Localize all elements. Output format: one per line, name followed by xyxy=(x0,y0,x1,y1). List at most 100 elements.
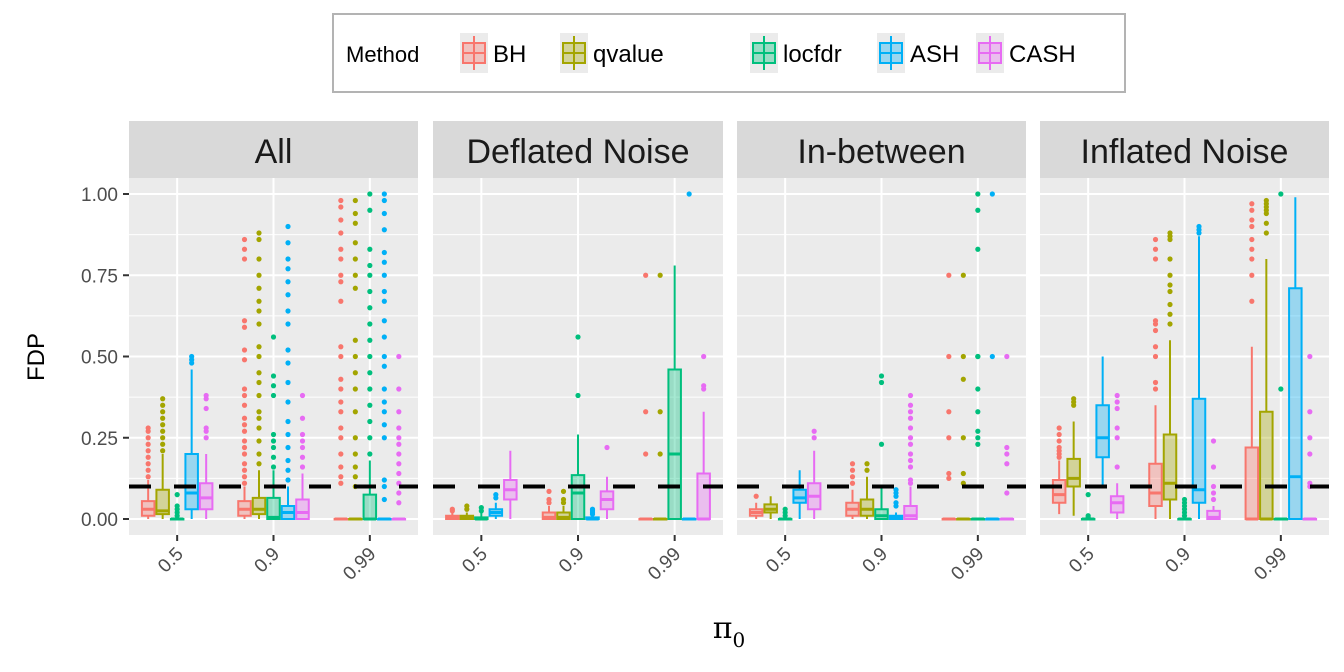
outlier-point xyxy=(241,422,248,428)
outlier-point xyxy=(160,422,166,428)
outlier-point xyxy=(381,386,387,392)
outlier-point xyxy=(285,444,291,451)
legend-label: CASH xyxy=(1009,41,1076,68)
outlier-point xyxy=(907,402,914,408)
outlier-point xyxy=(285,240,291,246)
facet-strip-label: All xyxy=(255,133,293,171)
boxplot-ash xyxy=(888,487,904,520)
outlier-point xyxy=(589,506,596,512)
outlier-point xyxy=(975,191,981,197)
outlier-point xyxy=(241,236,248,243)
outlier-point xyxy=(256,353,262,360)
outlier-point xyxy=(285,379,291,386)
outlier-point xyxy=(1167,272,1173,278)
facet-strip-label: Inflated Noise xyxy=(1081,133,1289,171)
outlier-point xyxy=(975,353,981,360)
outlier-point xyxy=(396,409,402,415)
outlier-point xyxy=(367,337,373,343)
outlier-point xyxy=(256,285,262,291)
outlier-point xyxy=(189,353,195,360)
outlier-point xyxy=(643,409,649,415)
boxplot-qvalue xyxy=(1259,197,1274,521)
outlier-point xyxy=(160,441,166,447)
outlier-point xyxy=(1152,246,1159,252)
outlier-point xyxy=(381,210,387,217)
outlier-point xyxy=(241,402,248,408)
outlier-point xyxy=(338,197,344,204)
outlier-point xyxy=(338,298,344,304)
outlier-point xyxy=(464,503,470,509)
outlier-point xyxy=(285,431,291,438)
outlier-point xyxy=(285,292,291,298)
outlier-point xyxy=(878,441,885,447)
outlier-point xyxy=(352,220,358,226)
outlier-point xyxy=(960,435,966,441)
outlier-point xyxy=(849,467,856,473)
outlier-point xyxy=(396,470,402,477)
outlier-point xyxy=(849,461,856,467)
box-iqr xyxy=(1095,404,1110,459)
boxplot-bh xyxy=(748,493,764,519)
outlier-point xyxy=(546,488,552,494)
outlier-point xyxy=(299,431,306,438)
outlier-point xyxy=(338,230,344,236)
legend-frame xyxy=(332,13,1126,93)
boxplot-cash xyxy=(198,392,214,519)
outlier-point xyxy=(352,210,358,217)
outlier-point xyxy=(285,308,291,314)
outlier-point xyxy=(1249,298,1255,304)
outlier-point xyxy=(396,461,402,467)
outlier-point xyxy=(338,272,344,278)
outlier-point xyxy=(396,451,402,457)
boxplot-cash xyxy=(1206,438,1221,520)
box-iqr xyxy=(1109,495,1125,514)
outlier-point xyxy=(575,334,581,340)
box-iqr xyxy=(792,488,807,504)
outlier-point xyxy=(241,428,248,434)
box-group-pi0-0.9 xyxy=(1148,223,1221,521)
outlier-point xyxy=(396,435,402,441)
boxplot-ash xyxy=(1095,356,1110,487)
outlier-point xyxy=(753,493,759,499)
boxplot-locfdr xyxy=(667,265,682,520)
boxplot-locfdr xyxy=(474,505,489,521)
outlier-point xyxy=(285,477,291,483)
box-iqr xyxy=(184,453,199,511)
boxplot-bh xyxy=(140,425,156,519)
outlier-point xyxy=(864,467,870,473)
outlier-point xyxy=(381,399,387,405)
outlier-point xyxy=(338,279,344,285)
outlier-point xyxy=(352,435,358,441)
boxplot-cash xyxy=(806,428,822,519)
outlier-point xyxy=(657,409,663,415)
outlier-point xyxy=(160,415,166,421)
outlier-point xyxy=(907,392,914,399)
outlier-point xyxy=(241,357,248,363)
outlier-point xyxy=(352,272,358,278)
outlier-point xyxy=(1152,327,1159,334)
outlier-point xyxy=(256,461,262,467)
outlier-point xyxy=(160,409,166,415)
outlier-point xyxy=(367,262,373,269)
box-iqr xyxy=(874,508,889,520)
legend: Method BH qvalue locfdr ASH CASH xyxy=(332,13,1126,93)
outlier-point xyxy=(1152,353,1159,360)
outlier-point xyxy=(352,240,358,246)
outlier-point xyxy=(396,500,402,506)
outlier-point xyxy=(270,464,277,470)
outlier-point xyxy=(160,396,166,402)
outlier-point xyxy=(1249,223,1255,230)
outlier-point xyxy=(396,441,402,447)
box-iqr xyxy=(1051,479,1067,504)
y-axis: 0.00 0.25 0.50 0.75 1.00 xyxy=(81,185,129,531)
outlier-point xyxy=(686,191,692,197)
boxplot-qvalue xyxy=(763,496,778,519)
outlier-point xyxy=(1210,438,1217,444)
outlier-point xyxy=(1263,230,1269,236)
facet-strip-label: Deflated Noise xyxy=(466,133,689,171)
outlier-point xyxy=(1249,246,1255,252)
legend-item-ash: ASH xyxy=(877,33,959,73)
outlier-point xyxy=(256,415,262,421)
box-iqr xyxy=(1206,509,1221,520)
outlier-point xyxy=(352,451,358,457)
